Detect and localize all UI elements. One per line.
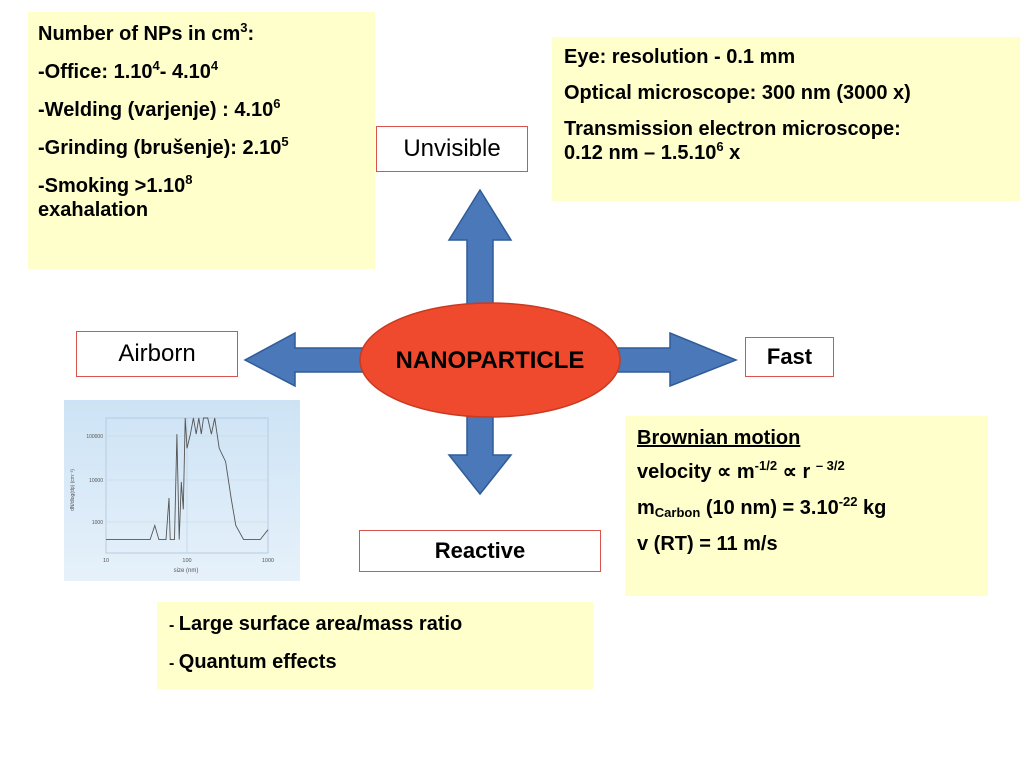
brownian-v-rt: v (RT) = 11 m/s [637, 533, 778, 555]
np-count-grinding: -Grinding (brušenje): 2.105 [38, 134, 289, 159]
chart-x-tick-label: 1000 [262, 558, 274, 564]
brownian-note: Brownian motion velocity ∝ m-1/2 ∝ r – 3… [625, 416, 988, 596]
np-count-welding: -Welding (varjenje) : 4.106 [38, 96, 281, 121]
arrow-left [243, 331, 371, 388]
resolution-optical: Optical microscope: 300 nm (3000 x) [564, 82, 911, 104]
brownian-velocity: velocity ∝ m-1/2 ∝ r – 3/2 [637, 458, 845, 483]
label-reactive: Reactive [359, 530, 601, 572]
chart-y-tick-label: 1000 [92, 520, 103, 526]
np-count-note: Number of NPs in cm3: -Office: 1.104- 4.… [28, 12, 375, 269]
resolution-tem: Transmission electron microscope: [564, 118, 901, 140]
chart-y-axis-label: dN/dlog(dp) (cm⁻³) [70, 469, 76, 511]
chart-x-tick-label: 10 [103, 558, 109, 564]
arrow-down [447, 409, 513, 496]
label-unvisible: Unvisible [376, 126, 528, 172]
brownian-title: Brownian motion [637, 427, 801, 449]
properties-note: - Large surface area/mass ratio - Quantu… [157, 602, 593, 689]
chart-x-axis-label: size (nm) [174, 568, 199, 574]
resolution-tem-value: 0.12 nm – 1.5.106 x [564, 139, 741, 164]
chart-y-tick-label: 10000 [89, 478, 103, 484]
arrow-up [447, 188, 513, 321]
label-fast: Fast [745, 337, 834, 377]
chart-y-tick-label: 100000 [86, 434, 103, 440]
chart-x-tick-label: 100 [182, 558, 191, 564]
resolution-eye: Eye: resolution - 0.1 mm [564, 46, 796, 68]
np-count-smoking: -Smoking >1.108 exahalation [38, 172, 193, 221]
nanoparticle-ellipse [359, 302, 621, 418]
brownian-mass: mCarbon (10 nm) = 3.10-22 kg [637, 494, 887, 520]
chart-series-line [106, 417, 269, 541]
property-surface-area: - Large surface area/mass ratio [169, 613, 463, 635]
label-airborn: Airborn [76, 331, 238, 377]
np-count-title: Number of NPs in cm3: [38, 20, 255, 45]
property-quantum: - Quantum effects [169, 651, 337, 673]
resolution-note: Eye: resolution - 0.1 mm Optical microsc… [552, 37, 1020, 201]
nanoparticle-label: NANOPARTICLE [395, 347, 585, 374]
size-distribution-chart: 10 100 1000 100000 10000 1000 size (nm) dN/dl… [64, 400, 300, 581]
np-count-office: -Office: 1.104- 4.104 [38, 58, 219, 83]
